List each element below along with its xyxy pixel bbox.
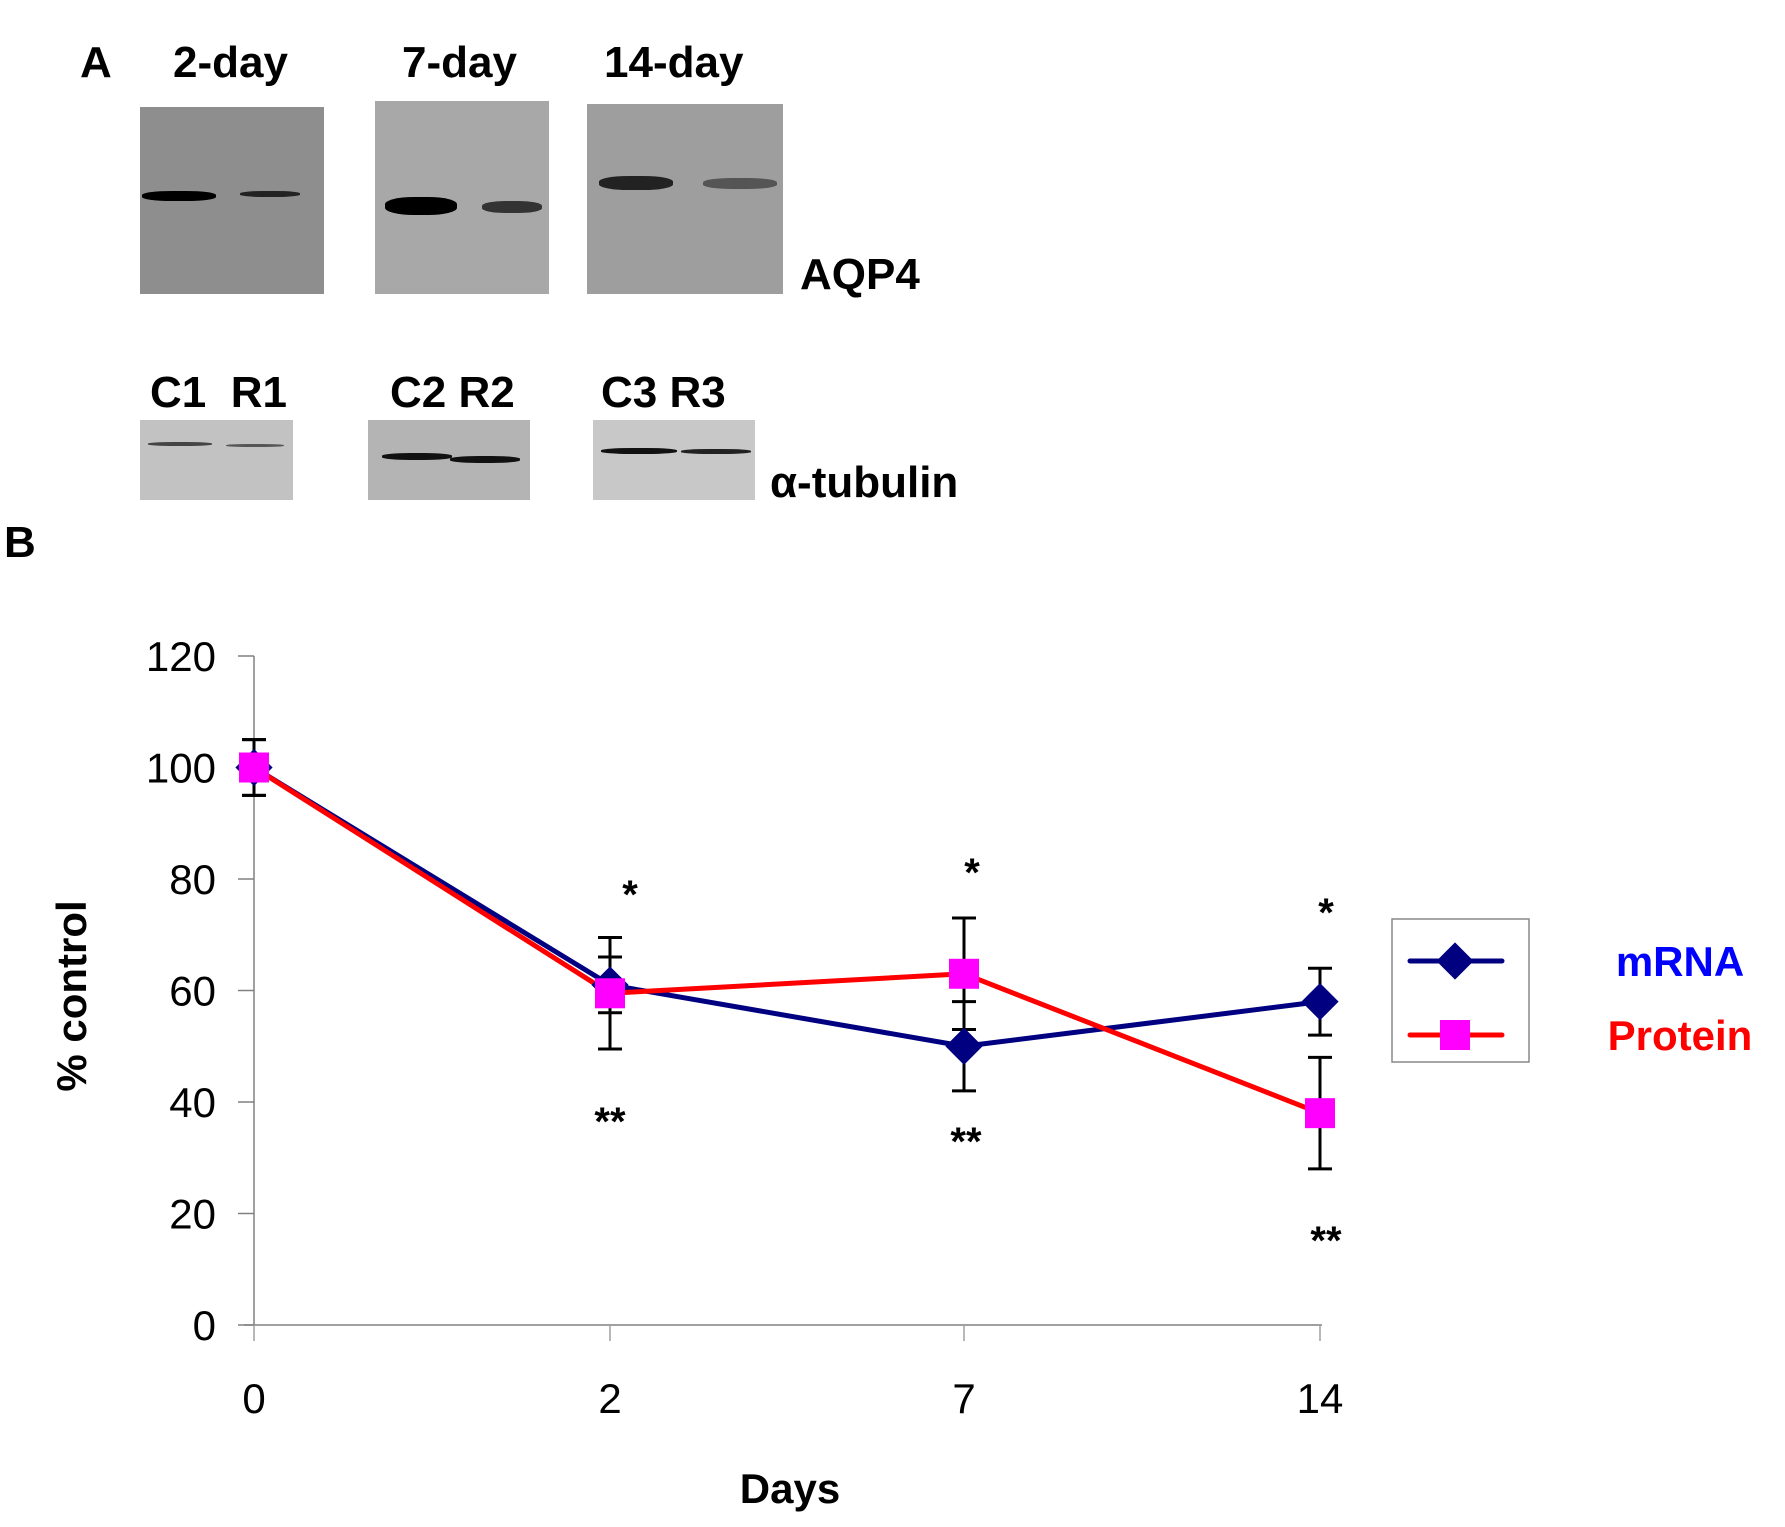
x-axis-title: Days	[740, 1465, 840, 1512]
significance-marker-below: **	[950, 1120, 982, 1164]
treated-band	[450, 456, 520, 463]
y-tick-label: 100	[146, 745, 216, 792]
y-tick-label: 0	[193, 1302, 216, 1349]
diamond-marker	[1436, 942, 1474, 980]
mrna-line	[252, 765, 1321, 1049]
control-band	[599, 176, 673, 190]
significance-marker-below: **	[594, 1100, 626, 1144]
blot-title-2-day: 2-day	[173, 38, 288, 87]
lane-labels-1: C1 R1	[150, 368, 287, 417]
panel-b-label: B	[4, 518, 36, 567]
treated-band	[240, 191, 300, 197]
alpha-tubulin-label: α-tubulin	[770, 458, 959, 507]
control-band	[142, 191, 216, 201]
lane-labels-3: C3 R3	[601, 368, 726, 417]
control-band	[148, 442, 212, 446]
diamond-marker	[945, 1027, 983, 1065]
blot-title-7-day: 7-day	[402, 38, 517, 87]
y-tick-label: 120	[146, 633, 216, 680]
y-tick-label: 20	[169, 1191, 216, 1238]
square-marker	[949, 958, 979, 989]
x-tick-label: 7	[952, 1375, 975, 1422]
tubulin-blot-2	[368, 420, 530, 500]
square-marker	[1305, 1098, 1335, 1129]
significance-marker-below: **	[1310, 1219, 1342, 1263]
significance-marker-above: *	[964, 851, 980, 895]
legend-label-mrna: mRNA	[1616, 938, 1744, 985]
y-axis-title: % control	[48, 900, 95, 1091]
blot-title-14-day: 14-day	[604, 38, 744, 87]
tubulin-blot-1	[140, 420, 293, 500]
x-tick-label: 2	[598, 1375, 621, 1422]
treated-band	[482, 201, 542, 213]
treated-band	[226, 444, 284, 447]
y-tick-label: 40	[169, 1079, 216, 1126]
x-tick-label: 14	[1297, 1375, 1344, 1422]
panel-a-label: A	[80, 38, 112, 87]
control-band	[385, 197, 457, 215]
significance-marker-above: *	[1318, 891, 1334, 935]
square-marker	[595, 978, 625, 1009]
tubulin-blot-3	[593, 420, 755, 500]
aqp4-blot-14-day	[587, 104, 783, 294]
y-tick-label: 60	[169, 968, 216, 1015]
diamond-marker	[1301, 983, 1339, 1021]
y-tick-label: 80	[169, 856, 216, 903]
aqp4-label: AQP4	[800, 250, 920, 299]
treated-band	[681, 449, 751, 454]
protein-line	[252, 765, 1321, 1116]
control-band	[601, 448, 677, 454]
aqp4-blot-7-day	[375, 101, 549, 294]
square-marker	[1440, 1020, 1470, 1050]
square-marker	[239, 752, 269, 783]
treated-band	[703, 178, 777, 189]
lane-labels-2: C2 R2	[390, 368, 515, 417]
significance-marker-above: *	[622, 873, 638, 917]
legend-label-protein: Protein	[1608, 1012, 1753, 1059]
aqp4-blot-2-day	[140, 107, 324, 294]
x-tick-label: 0	[242, 1375, 265, 1422]
control-band	[382, 453, 452, 460]
